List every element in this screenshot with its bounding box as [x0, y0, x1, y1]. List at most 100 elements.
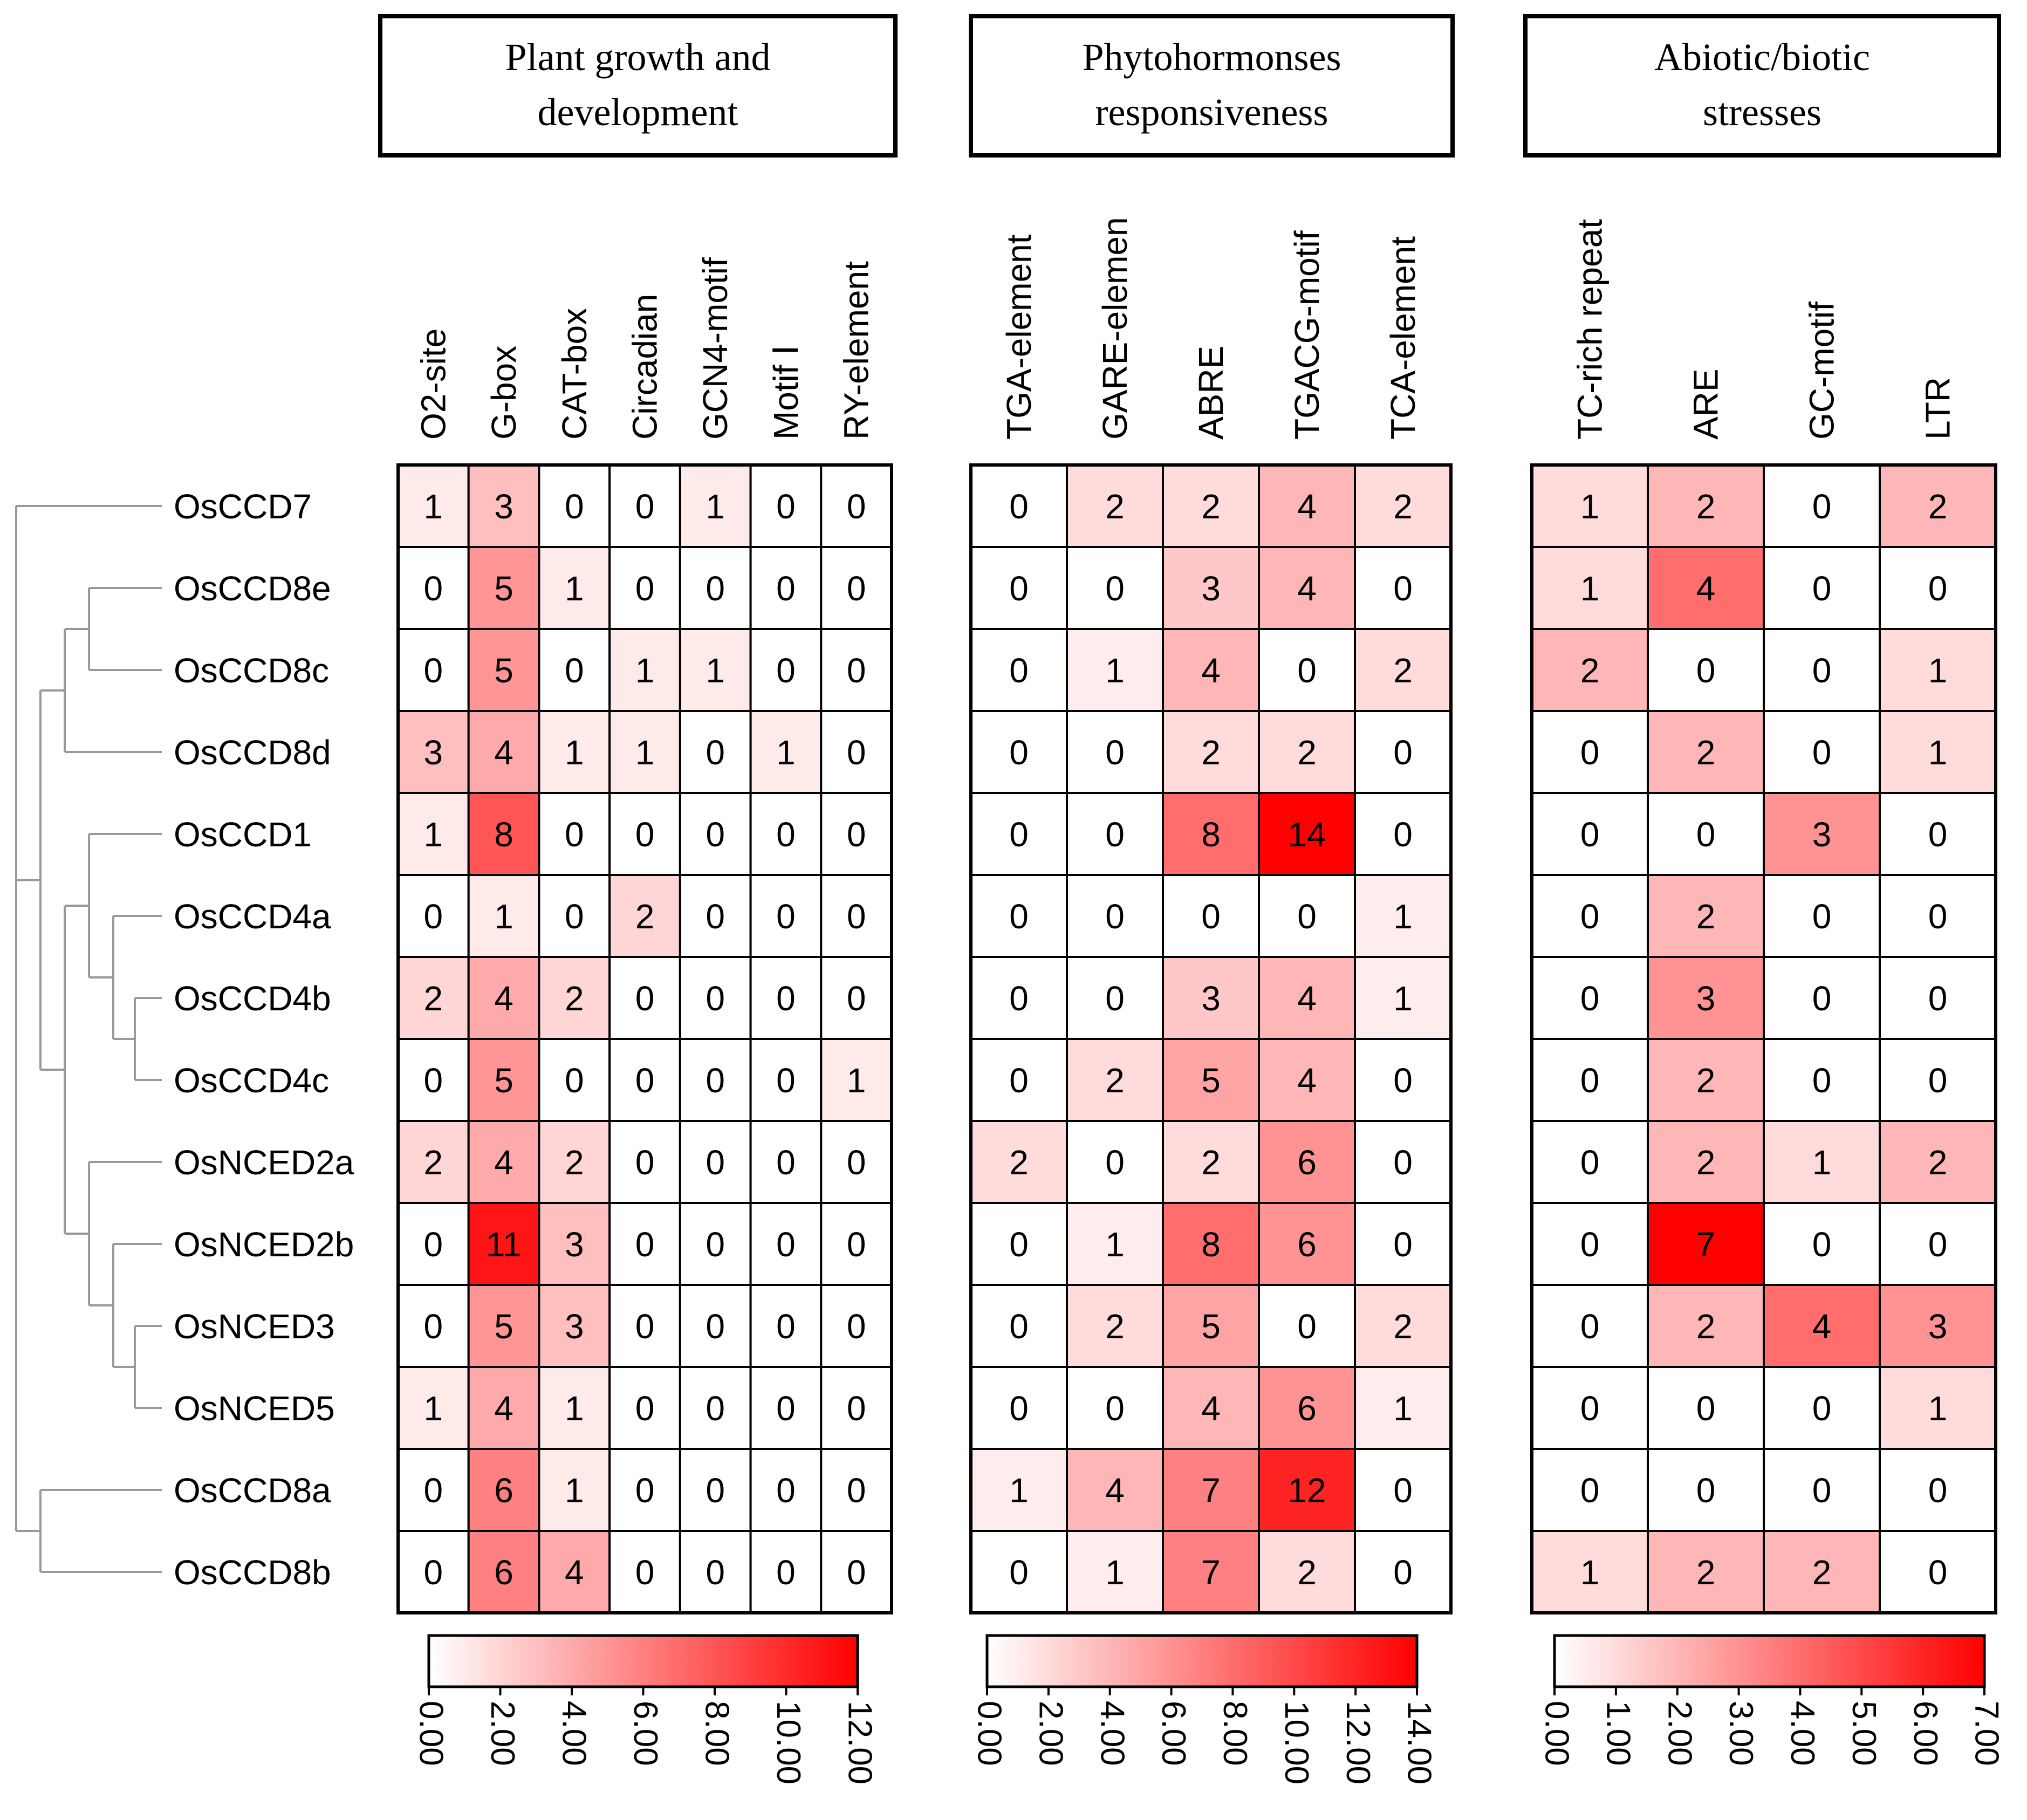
- heatmap-cell: [1162, 1530, 1260, 1614]
- cell-value: 0: [776, 1471, 796, 1510]
- cell-value: 0: [1696, 651, 1716, 690]
- heatmap-cell: [1162, 464, 1260, 548]
- cell-value: 11: [486, 1225, 522, 1264]
- cell-value: 0: [706, 569, 725, 608]
- cell-value: 0: [635, 569, 655, 608]
- cell-value: 0: [706, 1061, 725, 1100]
- cell-value: 6: [494, 1471, 513, 1510]
- column-label-are: ARE: [1687, 368, 1725, 440]
- cell-value: 0: [847, 815, 866, 854]
- cell-value: 2: [1580, 651, 1600, 690]
- colorbar-tick-label: 10.00: [1278, 1701, 1315, 1784]
- heatmap-cell: [1258, 546, 1356, 630]
- column-label-gc-motif: GC-motif: [1803, 302, 1841, 440]
- heatmap-cell: [397, 546, 470, 630]
- heatmap-cell: [820, 792, 893, 876]
- cell-value: 1: [635, 733, 655, 772]
- column-label-g-box: G-box: [484, 346, 523, 440]
- heatmap-cell: [538, 1448, 611, 1532]
- cell-value: 1: [1928, 1389, 1948, 1428]
- cell-value: 1: [1009, 1471, 1029, 1510]
- cell-value: 0: [1393, 1225, 1413, 1264]
- cell-value: 0: [1580, 1061, 1600, 1100]
- heatmap-cell: [1531, 1120, 1649, 1204]
- cell-value: 0: [1696, 1471, 1716, 1510]
- cell-value: 0: [1812, 1061, 1832, 1100]
- cell-value: 0: [1580, 1389, 1600, 1428]
- heatmap-cell: [1647, 628, 1765, 712]
- column-label-tc-rich-repeat: TC-rich repeat: [1571, 219, 1610, 440]
- heatmap-cell: [970, 628, 1068, 712]
- cell-value: 2: [1928, 1143, 1948, 1182]
- heatmap-cell: [1647, 792, 1765, 876]
- cell-value: 0: [1812, 979, 1832, 1018]
- heatmap-cell: [538, 1284, 611, 1368]
- column-label-tga-element: TGA-element: [999, 234, 1038, 440]
- cell-value: 0: [847, 1389, 866, 1428]
- cell-value: 12: [1288, 1471, 1326, 1510]
- cell-value: 0: [1812, 897, 1832, 936]
- cell-value: 0: [1812, 569, 1832, 608]
- cell-value: 0: [706, 1225, 725, 1264]
- cell-value: 0: [706, 1307, 725, 1346]
- heatmap-cell: [1258, 1366, 1356, 1450]
- colorbar-tick-label: 8.00: [1216, 1701, 1254, 1766]
- heatmap-cell: [1879, 874, 1997, 958]
- cell-value: 5: [494, 651, 513, 690]
- cell-value: 2: [1201, 487, 1221, 526]
- heatmap-cell: [1531, 628, 1649, 712]
- colorbar-tick-label: 2.00: [1032, 1701, 1069, 1766]
- heatmap-cell: [1258, 1038, 1356, 1122]
- heatmap-cell: [1258, 1448, 1356, 1532]
- cell-value: 0: [706, 979, 725, 1018]
- panel-header-box: [1523, 14, 2001, 158]
- cell-value: 2: [1812, 1553, 1832, 1592]
- column-label-o2-site: O2-site: [414, 329, 453, 440]
- heatmap-cell: [749, 710, 823, 794]
- heatmap-cell: [749, 1448, 823, 1532]
- cell-value: 2: [1696, 1061, 1716, 1100]
- cell-value: 3: [1201, 569, 1221, 608]
- cell-value: 8: [1201, 1225, 1221, 1264]
- cell-value: 0: [706, 733, 725, 772]
- cell-value: 0: [776, 487, 796, 526]
- cell-value: 8: [494, 815, 513, 854]
- heatmap-cell: [1647, 1530, 1765, 1614]
- heatmap-cell: [1066, 1120, 1164, 1204]
- heatmap-cell: [1258, 792, 1356, 876]
- cell-value: 4: [1696, 569, 1716, 608]
- cell-value: 2: [1105, 1061, 1125, 1100]
- heatmap-cell: [820, 956, 893, 1040]
- cell-value: 0: [1580, 815, 1600, 854]
- heatmap-cell: [1763, 546, 1881, 630]
- colorbar-tick-label: 6.00: [1155, 1701, 1192, 1766]
- colorbar-tick-label: 6.00: [627, 1701, 664, 1766]
- heatmap-cell: [467, 956, 540, 1040]
- cell-value: 0: [847, 1307, 866, 1346]
- panel-title: Phytohormonses responsiveness: [1082, 36, 1341, 134]
- cell-value: 0: [706, 1389, 725, 1428]
- cell-value: 0: [776, 979, 796, 1018]
- cell-value: 0: [424, 1307, 443, 1346]
- heatmap-cell: [970, 464, 1068, 548]
- cell-value: 0: [776, 651, 796, 690]
- cell-value: 3: [1696, 979, 1716, 1018]
- cell-value: 0: [1393, 733, 1413, 772]
- cell-value: 0: [706, 1471, 725, 1510]
- heatmap-cell: [467, 874, 540, 958]
- cell-value: 0: [424, 1553, 443, 1592]
- heatmap-cell: [1354, 1366, 1452, 1450]
- heatmap-cell: [608, 1366, 681, 1450]
- cell-value: 0: [1297, 897, 1317, 936]
- column-label-gcn4-motif: GCN4-motif: [696, 257, 735, 440]
- cell-value: 4: [1201, 651, 1221, 690]
- cell-value: 0: [1009, 651, 1029, 690]
- cell-value: 4: [1201, 1389, 1221, 1428]
- cell-value: 0: [1696, 1389, 1716, 1428]
- cell-value: 2: [424, 979, 443, 1018]
- cell-value: 0: [776, 815, 796, 854]
- heatmap-cell: [679, 1284, 752, 1368]
- heatmap-cell: [1162, 1120, 1260, 1204]
- cell-value: 4: [1297, 979, 1317, 1018]
